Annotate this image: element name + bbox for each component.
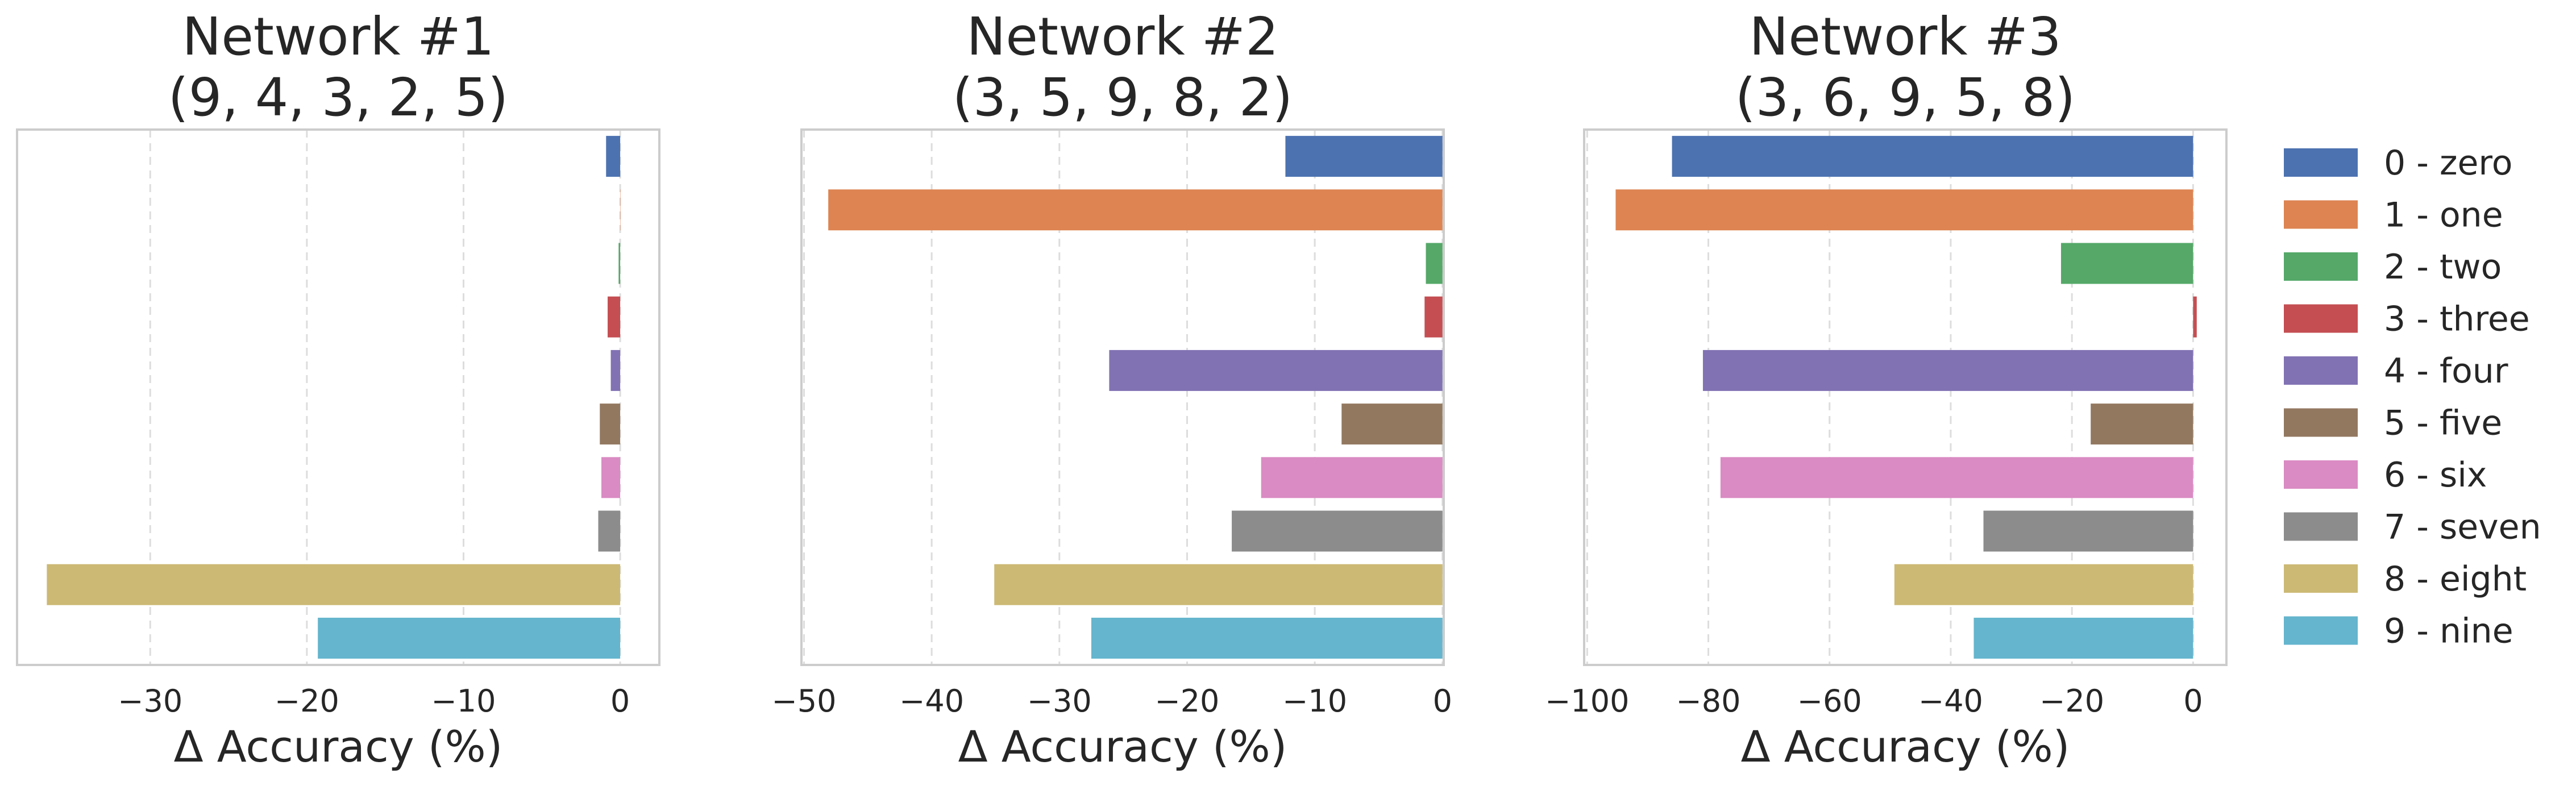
bar-9-nine: [1973, 617, 2193, 659]
bar-1-one: [620, 189, 621, 231]
panel-title-line-2: (9, 4, 3, 2, 5): [168, 67, 508, 128]
legend-swatch: [2284, 304, 2358, 333]
panel-title-line-1: Network #2: [967, 6, 1279, 67]
bar-8-eight: [47, 564, 621, 605]
legend-label: 1 - one: [2384, 196, 2503, 235]
bar-5-five: [1341, 404, 1443, 445]
bar-4-four: [1702, 350, 2193, 391]
bar-3-three: [608, 296, 621, 338]
legend-swatch: [2284, 356, 2358, 385]
bar-9-nine: [1091, 617, 1443, 659]
legend-swatch: [2284, 200, 2358, 229]
legend-label: 9 - nine: [2384, 612, 2513, 651]
bar-1-one: [828, 189, 1443, 231]
bar-6-six: [1720, 457, 2193, 498]
legend-swatch: [2284, 616, 2358, 645]
bar-0-zero: [1285, 136, 1443, 177]
bar-4-four: [1109, 350, 1443, 391]
bar-3-three: [2193, 296, 2197, 338]
bar-2-two: [2060, 243, 2193, 284]
x-tick-label: −20: [2039, 683, 2104, 719]
panel-title-line-2: (3, 5, 9, 8, 2): [953, 67, 1293, 128]
bar-4-four: [610, 350, 621, 391]
plot-frame: [16, 128, 660, 666]
legend-label: 8 - eight: [2384, 559, 2527, 599]
bar-8-eight: [994, 564, 1443, 605]
panel-title-line-1: Network #3: [1750, 6, 2062, 67]
legend-swatch: [2284, 512, 2358, 541]
legend-swatch: [2284, 408, 2358, 437]
x-tick-label: −10: [431, 683, 496, 719]
bar-2-two: [1426, 243, 1443, 284]
bar-5-five: [600, 404, 621, 445]
bar-5-five: [2091, 404, 2193, 445]
x-tick-label: −20: [1154, 683, 1219, 719]
panel-1: −30 −20 −10 0 Δ Accuracy (%) Network #1(9, 4,…: [16, 6, 660, 772]
legend-swatch: [2284, 252, 2358, 281]
bar-7-seven: [1983, 510, 2193, 552]
bar-3-three: [1424, 296, 1443, 338]
bar-6-six: [601, 457, 621, 498]
x-tick-label: −80: [1676, 683, 1741, 719]
x-tick-label: −20: [275, 683, 339, 719]
x-tick-label: 0: [610, 683, 630, 719]
bar-9-nine: [318, 617, 621, 659]
bar-8-eight: [1894, 564, 2193, 605]
x-axis-label: Δ Accuracy (%): [958, 721, 1287, 772]
bar-7-seven: [1232, 510, 1443, 552]
x-tick-label: −60: [1797, 683, 1862, 719]
panel-title-line-2: (3, 6, 9, 5, 8): [1735, 67, 2075, 128]
panel-2: −50 −40 −30 −20 −10 0 Δ Accuracy (%) Network #2…: [772, 6, 1452, 772]
x-axis-label: Δ Accuracy (%): [174, 721, 503, 772]
x-axis-label: Δ Accuracy (%): [1741, 721, 2070, 772]
x-tick-label: 0: [2183, 683, 2203, 719]
bar-2-two: [618, 243, 621, 284]
x-tick-label: −50: [772, 683, 837, 719]
x-tick-label: −40: [899, 683, 964, 719]
legend-label: 6 - six: [2384, 455, 2487, 495]
x-tick-label: −10: [1282, 683, 1347, 719]
x-tick-label: −30: [1027, 683, 1092, 719]
plot-frame: [1583, 128, 2228, 666]
bar-0-zero: [606, 136, 621, 177]
legend-swatch: [2284, 148, 2358, 177]
legend-label: 3 - three: [2384, 300, 2530, 339]
legend-label: 2 - two: [2384, 247, 2502, 287]
legend-label: 5 - five: [2384, 404, 2502, 443]
bar-6-six: [1261, 457, 1443, 498]
x-tick-label: −40: [1918, 683, 1983, 719]
bar-1-one: [1615, 189, 2193, 231]
x-tick-label: 0: [1433, 683, 1452, 719]
legend-swatch: [2284, 460, 2358, 489]
legend-label: 4 - four: [2384, 351, 2508, 391]
legend-label: 0 - zero: [2384, 143, 2512, 183]
legend-swatch: [2284, 564, 2358, 593]
bar-7-seven: [598, 510, 621, 552]
x-tick-label: −30: [118, 683, 182, 719]
panel-title-line-1: Network #1: [182, 6, 495, 67]
panel-3: −100 −80 −60 −40 −20 0 Δ Accuracy (%) Network #…: [1545, 6, 2228, 772]
legend: 0 - zero 1 - one 2 - two 3 - three 4 - four 5…: [2284, 143, 2541, 651]
legend-label: 7 - seven: [2384, 508, 2541, 547]
bar-0-zero: [1672, 136, 2193, 177]
plot-frame: [800, 128, 1445, 666]
x-tick-label: −100: [1545, 683, 1629, 719]
